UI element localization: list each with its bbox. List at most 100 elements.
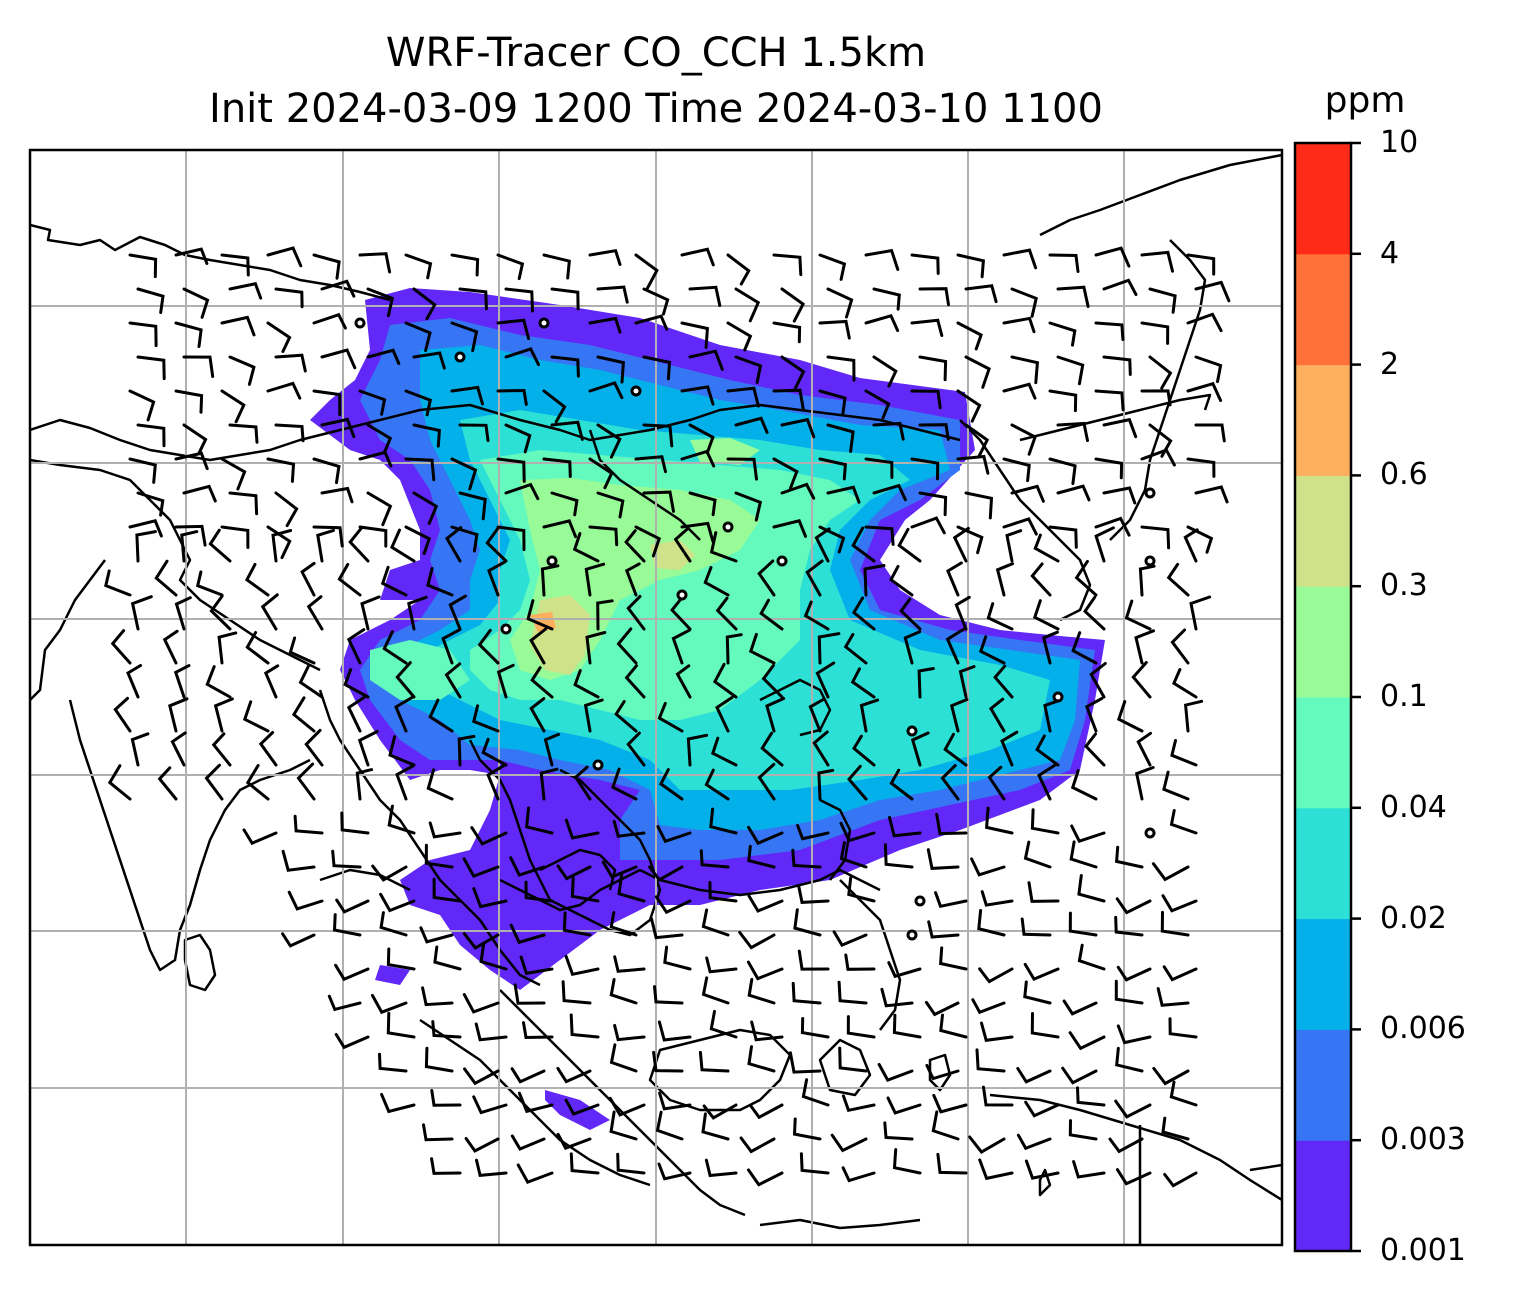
colorbar-tick-label: 0.006 — [1380, 1011, 1466, 1047]
wind-barb — [1023, 962, 1060, 981]
wind-barb — [1056, 355, 1085, 386]
wind-barb — [725, 633, 743, 665]
wind-barb — [540, 564, 560, 597]
wind-barb — [450, 321, 479, 353]
wind-barb — [792, 1117, 822, 1141]
wind-barb — [357, 730, 379, 767]
colorbar-segment — [1295, 1029, 1351, 1141]
wind-barb — [709, 1009, 738, 1039]
wind-barb — [266, 246, 303, 268]
wind-barb — [846, 1015, 876, 1039]
wind-barb — [1114, 915, 1144, 937]
wind-barb — [940, 764, 960, 801]
wind-barb — [613, 1023, 646, 1042]
wind-barb — [749, 1103, 784, 1120]
wind-barb — [680, 385, 715, 406]
wind-barb — [886, 1096, 922, 1115]
wind-barb — [395, 661, 416, 699]
wind-barb — [1071, 631, 1098, 665]
wind-barb — [1027, 881, 1060, 903]
wind-barbs — [104, 246, 1231, 1188]
wind-barb — [995, 562, 1014, 597]
colorbar-frame — [1293, 141, 1353, 1253]
wind-barb — [245, 631, 270, 665]
wind-barb — [877, 1062, 914, 1082]
calm-circle — [1052, 691, 1064, 703]
wind-barb — [613, 955, 646, 973]
wind-barb — [703, 566, 730, 597]
wind-barb — [1134, 629, 1155, 665]
wind-barb — [182, 484, 217, 503]
wind-barb — [709, 807, 738, 835]
wind-barb — [1068, 1031, 1106, 1051]
wind-barb — [847, 764, 868, 801]
wind-barb — [426, 566, 454, 597]
wind-barb — [293, 814, 324, 835]
wind-barb — [814, 527, 831, 563]
wind-barb — [1048, 253, 1080, 273]
wind-barb — [750, 1020, 784, 1042]
wind-barb — [1002, 382, 1037, 400]
wind-barb — [699, 849, 730, 869]
wind-barb — [971, 998, 1006, 1015]
wind-barb — [747, 977, 776, 1005]
wind-barb — [864, 313, 900, 332]
wind-barb — [596, 491, 625, 519]
wind-barb — [1070, 824, 1106, 844]
wind-barb — [1023, 980, 1052, 1005]
wind-barb — [312, 253, 341, 280]
wind-barb — [956, 389, 982, 423]
wind-barb — [263, 664, 280, 699]
wind-barb — [1084, 696, 1104, 733]
wind-barb — [266, 525, 292, 560]
wind-barb — [496, 457, 526, 483]
wind-barb — [366, 423, 393, 453]
wind-barb — [910, 516, 946, 535]
wind-barb — [826, 287, 854, 319]
wind-barb — [412, 423, 441, 448]
wind-barb — [747, 844, 776, 869]
wind-barb — [444, 662, 462, 699]
wind-barb — [128, 457, 157, 484]
wind-barb — [433, 945, 462, 971]
wind-barb — [956, 253, 986, 279]
wind-barb — [658, 1091, 692, 1111]
wind-barb — [805, 559, 824, 597]
wind-barb — [698, 1050, 730, 1073]
wind-barb — [978, 1158, 1014, 1181]
wind-barb — [772, 519, 807, 538]
wind-barb — [266, 457, 296, 483]
wind-barb — [1115, 1168, 1152, 1186]
calm-circle — [776, 555, 788, 567]
calm-circle — [538, 317, 550, 329]
wind-barb — [917, 667, 935, 699]
wind-barb — [1024, 1159, 1060, 1180]
wind-barb — [428, 821, 462, 839]
wind-barb — [675, 664, 692, 699]
wind-barb — [830, 1133, 868, 1153]
wind-barb — [1170, 628, 1190, 665]
wind-barb — [993, 664, 1014, 699]
wind-barb — [671, 628, 692, 665]
wind-barb — [242, 828, 278, 846]
wind-barb — [772, 388, 805, 411]
wind-barb — [450, 385, 484, 406]
wind-barb — [334, 963, 370, 982]
wind-barb — [496, 663, 515, 699]
wind-barb — [1172, 668, 1198, 699]
wind-barb — [657, 701, 684, 733]
wind-barb — [386, 1011, 416, 1039]
wind-barb — [1048, 321, 1077, 347]
wind-barb — [1002, 316, 1036, 334]
wind-barb — [135, 530, 157, 563]
wind-barb — [496, 525, 526, 552]
wind-barb — [970, 857, 1006, 877]
wind-barb — [174, 596, 192, 631]
wind-barb — [543, 732, 560, 767]
wind-barb — [1115, 845, 1144, 869]
wind-barb — [852, 734, 876, 767]
wind-barb — [539, 767, 559, 801]
wind-barb — [1115, 1046, 1144, 1073]
calm-circle — [500, 623, 512, 635]
wind-barb — [419, 926, 454, 944]
